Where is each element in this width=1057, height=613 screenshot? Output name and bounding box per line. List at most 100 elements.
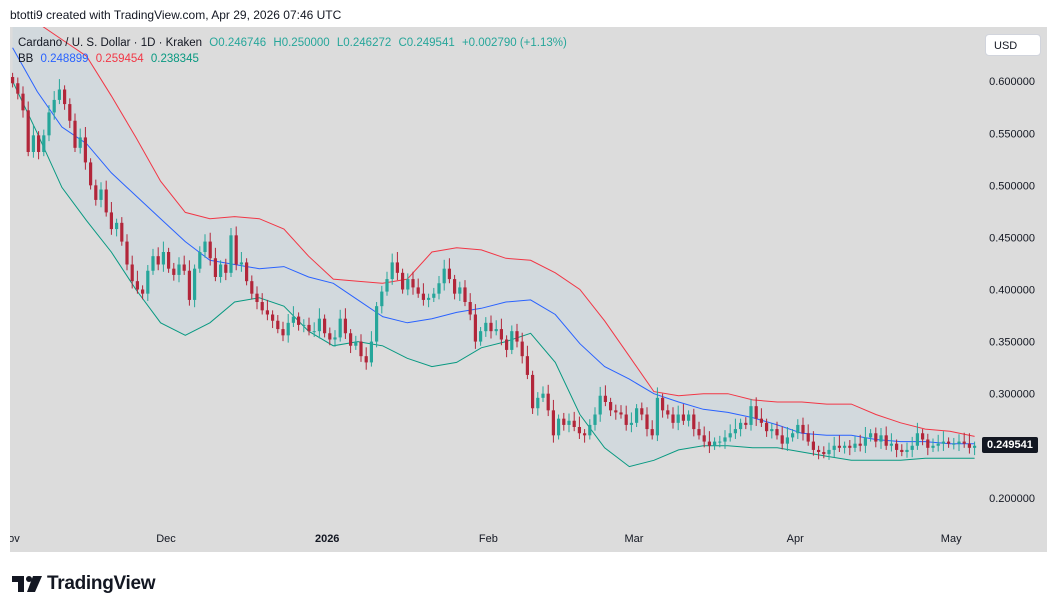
candle-body [863, 437, 867, 446]
candle-body [395, 262, 399, 273]
candle-body [427, 297, 431, 300]
candle-body [905, 449, 909, 452]
candle-body [754, 406, 758, 419]
candle-body [832, 445, 836, 450]
candle-body [681, 414, 685, 421]
candle-body [973, 445, 977, 448]
candle-body [57, 89, 61, 100]
candle-body [546, 393, 550, 411]
candle-body [603, 395, 607, 402]
candle-body [453, 279, 457, 294]
candle-body [770, 429, 774, 432]
candle-body [68, 104, 72, 121]
candle-body [286, 322, 290, 336]
price-tick-label: 0.200000 [989, 493, 1035, 505]
candle-body [723, 437, 727, 442]
candle-body [369, 341, 373, 363]
candle-body [791, 433, 795, 438]
candle-body [759, 418, 763, 423]
candle-body [572, 420, 576, 427]
candle-body [728, 433, 732, 438]
candle-body [640, 408, 644, 415]
last-price-label: 0.249541 [982, 437, 1038, 454]
candle-body [343, 318, 347, 334]
candle-body [588, 424, 592, 436]
candle-body [676, 414, 680, 423]
candle-body [380, 291, 384, 307]
bb-lower-line [12, 80, 975, 468]
candle-body [593, 414, 597, 425]
candle-body [562, 418, 566, 425]
time-axis[interactable] [10, 527, 976, 552]
candle-body [967, 443, 971, 448]
candle-body [333, 337, 337, 340]
candle-body [73, 120, 77, 148]
candle-body [489, 322, 493, 332]
candle-body [468, 302, 472, 315]
candle-body [239, 262, 243, 265]
candle-body [733, 429, 737, 434]
candle-body [447, 268, 451, 280]
candle-body [687, 414, 691, 421]
candle-body [89, 162, 93, 186]
legend-row-bb: BB 0.248899 0.259454 0.238345 [18, 51, 571, 67]
candle-body [785, 437, 789, 444]
candle-body [151, 256, 155, 271]
candle-body [827, 449, 831, 455]
candle-body [229, 235, 233, 273]
candle-body [515, 331, 519, 342]
candle-body [858, 443, 862, 446]
tradingview-logo[interactable]: TradingView [12, 572, 156, 596]
candle-body [104, 189, 108, 213]
candle-body [843, 445, 847, 448]
candle-body [359, 341, 363, 357]
candle-body [744, 422, 748, 425]
candle-body [702, 435, 706, 442]
candle-body [609, 402, 613, 411]
candle-body [208, 241, 212, 259]
candle-body [541, 393, 545, 398]
candle-body [921, 433, 925, 440]
candle-body [442, 268, 446, 284]
chart-frame: 0.600000 0.550000 0.500000 0.450000 0.400000… [10, 27, 1047, 552]
candle-body [390, 262, 394, 280]
candle-body [614, 410, 618, 413]
close-value: C0.249541 [398, 37, 455, 49]
candle-body [401, 272, 405, 290]
candle-body [385, 279, 389, 292]
candle-body [671, 414, 675, 423]
candle-body [177, 264, 181, 275]
price-tick-label: 0.300000 [989, 389, 1035, 401]
bb-band-fill [12, 27, 975, 467]
bb-upper-line [42, 27, 975, 437]
candle-body [557, 418, 561, 436]
candle-body [250, 281, 254, 294]
candle-body [661, 397, 665, 411]
candle-body [879, 435, 883, 442]
candle-body [957, 441, 961, 444]
currency-button[interactable]: USD [985, 34, 1041, 56]
candle-body [624, 414, 628, 425]
symbol-title[interactable]: Cardano / U. S. Dollar · 1D · Kraken [18, 37, 203, 49]
candle-body [260, 302, 264, 311]
legend-row-symbol: Cardano / U. S. Dollar · 1D · Kraken O0.… [18, 35, 571, 51]
chart-attribution: btotti9 created with TradingView.com, Ap… [10, 8, 342, 22]
time-tick-label: Nov [10, 533, 20, 545]
chart-legend: Cardano / U. S. Dollar · 1D · Kraken O0.… [18, 35, 571, 67]
candle-body [765, 422, 769, 432]
candle-body [947, 441, 951, 444]
price-tick-label: 0.500000 [989, 180, 1035, 192]
candle-body [915, 433, 919, 446]
candle-body [130, 264, 134, 282]
candle-body [203, 241, 207, 252]
candle-body [822, 452, 826, 455]
time-tick-label: Mar [625, 533, 644, 545]
candle-body [936, 443, 940, 446]
bb-indicator-label[interactable]: BB [18, 53, 34, 65]
candle-body [276, 320, 280, 330]
high-value: H0.250000 [273, 37, 330, 49]
candle-body [895, 443, 899, 450]
candle-body [806, 433, 810, 442]
candle-body [473, 314, 477, 342]
candle-body [172, 268, 176, 275]
